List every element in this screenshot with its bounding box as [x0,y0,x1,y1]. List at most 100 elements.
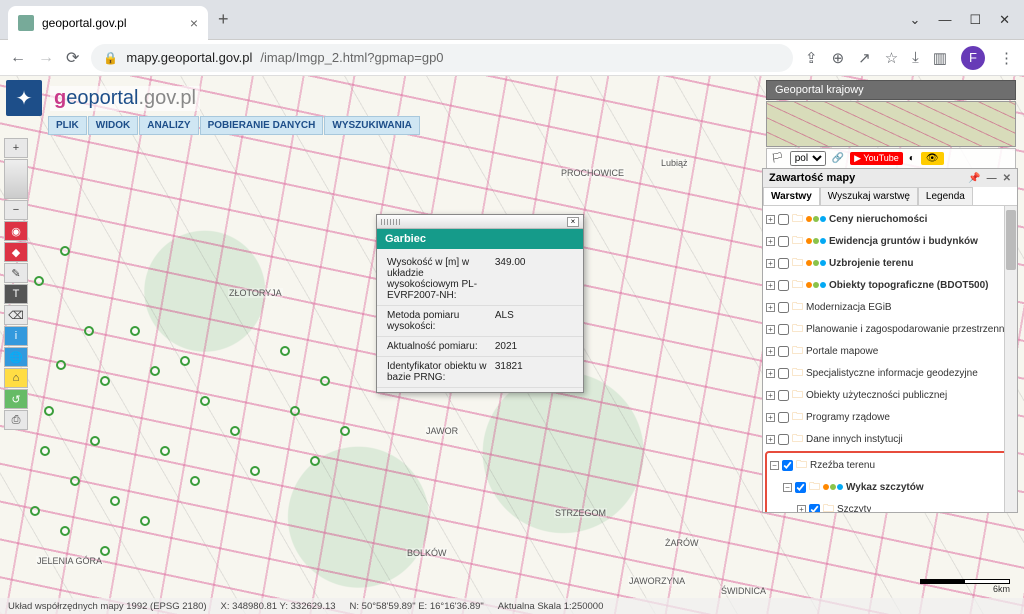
expand-icon[interactable]: + [766,325,775,334]
youtube-link[interactable]: ▶ YouTube [850,152,903,165]
peak-marker[interactable] [180,356,190,366]
peak-marker[interactable] [100,376,110,386]
layer-checkbox[interactable] [778,214,789,225]
layer-checkbox[interactable] [778,236,789,247]
layer-row[interactable]: +🗀Uzbrojenie terenu [765,252,1015,274]
peak-marker[interactable] [56,360,66,370]
peak-marker[interactable] [340,426,350,436]
layer-checkbox[interactable] [778,324,789,335]
layer-checkbox[interactable] [778,346,789,357]
layer-checkbox[interactable] [778,412,789,423]
expand-icon[interactable]: + [797,505,806,513]
expand-icon[interactable]: − [770,461,779,470]
tool-history[interactable]: ↺ [4,389,28,409]
map-viewport[interactable]: PROCHOWICELubiążZŁOTORYJABOLKÓWSTRZEGOMJ… [0,76,1024,614]
layer-row[interactable]: +🗀Portale mapowe [765,340,1015,362]
star-icon[interactable]: ☆ [885,49,898,67]
layer-row[interactable]: +🗀Obiekty topograficzne (BDOT500) [765,274,1015,296]
layer-tab[interactable]: Wyszukaj warstwę [820,187,918,205]
layer-checkbox[interactable] [809,504,820,513]
tab-close-icon[interactable]: × [190,15,198,31]
expand-icon[interactable]: + [766,413,775,422]
layer-checkbox[interactable] [778,258,789,269]
layer-checkbox[interactable] [778,280,789,291]
expand-icon[interactable]: + [766,303,775,312]
window-dropdown-icon[interactable]: ⌄ [910,12,921,28]
layer-tab[interactable]: Warstwy [763,187,820,205]
peak-marker[interactable] [280,346,290,356]
peak-marker[interactable] [70,476,80,486]
tool-text[interactable]: T [4,284,28,304]
lang-select[interactable]: pol [790,151,826,166]
tool-zoom-out[interactable]: − [4,200,28,220]
peak-marker[interactable] [130,326,140,336]
panels-icon[interactable]: ▥ [933,49,947,67]
new-tab-button[interactable]: + [218,9,229,30]
zoom-icon[interactable]: ⊕ [832,49,845,67]
peak-marker[interactable] [100,546,110,556]
peak-marker[interactable] [34,276,44,286]
expand-icon[interactable]: + [766,391,775,400]
nav-back-icon[interactable]: ← [10,49,26,67]
peak-marker[interactable] [40,446,50,456]
share-icon[interactable]: ⇪ [805,49,818,67]
panel-close-icon[interactable]: ✕ [1003,173,1011,184]
expand-icon[interactable]: + [766,215,775,224]
tool-info[interactable]: i [4,326,28,346]
peak-marker[interactable] [200,396,210,406]
peak-marker[interactable] [44,406,54,416]
layer-row[interactable]: +🗀Ceny nieruchomości [765,208,1015,230]
tool-world[interactable]: 🌐 [4,347,28,367]
panel-pin-icon[interactable]: 📌 [968,173,980,184]
peak-marker[interactable] [190,476,200,486]
menu-analizy[interactable]: ANALIZY [139,116,198,135]
layer-checkbox[interactable] [778,434,789,445]
menu-widok[interactable]: WIDOK [88,116,138,135]
tool-erase[interactable]: ⌫ [4,305,28,325]
layer-row[interactable]: +🗀Szczyty [769,498,1011,512]
layer-row[interactable]: −🗀Wykaz szczytów [769,476,1011,498]
popup-titlebar[interactable]: × [377,215,583,229]
url-input[interactable]: 🔒 mapy.geoportal.gov.pl/imap/Imgp_2.html… [91,44,793,72]
layer-tab[interactable]: Legenda [918,187,973,205]
window-minimize-icon[interactable]: — [938,12,951,27]
tool-draw[interactable]: ◆ [4,242,28,262]
expand-icon[interactable]: + [766,237,775,246]
menu-plik[interactable]: PLIK [48,116,87,135]
tool-print[interactable]: ⎙ [4,410,28,430]
tool-home[interactable]: ⌂ [4,368,28,388]
peak-marker[interactable] [250,466,260,476]
tool-measure[interactable]: ✎ [4,263,28,283]
scrollbar-thumb[interactable] [1006,210,1016,270]
link-icon[interactable]: 🔗 [832,153,844,164]
profile-avatar[interactable]: F [961,46,985,70]
peak-marker[interactable] [90,436,100,446]
panel-min-icon[interactable]: — [987,173,997,184]
tool-zoom-slider[interactable] [4,159,28,199]
peak-marker[interactable] [310,456,320,466]
peak-marker[interactable] [140,516,150,526]
layer-row[interactable]: +🗀Ewidencja gruntów i budynków [765,230,1015,252]
expand-icon[interactable]: + [766,281,775,290]
site-logo[interactable]: ✦ geoportal.gov.pl [6,80,200,116]
tool-identify[interactable]: ◉ [4,221,28,241]
layer-row[interactable]: +🗀Specjalistyczne informacje geodezyjne [765,362,1015,384]
peak-marker[interactable] [320,376,330,386]
layer-row[interactable]: −🗀Rzeźba terenu [769,454,1011,476]
contrast-icon[interactable]: ◐ [909,153,915,164]
layer-row[interactable]: +🗀Dane innych instytucji [765,428,1015,450]
layer-row[interactable]: +🗀Modernizacja EGiB [765,296,1015,318]
layer-checkbox[interactable] [778,302,789,313]
browser-tab[interactable]: geoportal.gov.pl × [8,6,208,40]
layer-checkbox[interactable] [782,460,793,471]
peak-marker[interactable] [150,366,160,376]
nav-reload-icon[interactable]: ⟳ [66,48,79,68]
layer-checkbox[interactable] [795,482,806,493]
menu-wyszukiwania[interactable]: WYSZUKIWANIA [324,116,419,135]
expand-icon[interactable]: + [766,369,775,378]
layer-checkbox[interactable] [778,390,789,401]
layer-row[interactable]: +🗀Obiekty użyteczności publicznej [765,384,1015,406]
layer-row[interactable]: +🗀Planowanie i zagospodarowanie przestrz… [765,318,1015,340]
layer-row[interactable]: +🗀Programy rządowe [765,406,1015,428]
peak-marker[interactable] [290,406,300,416]
